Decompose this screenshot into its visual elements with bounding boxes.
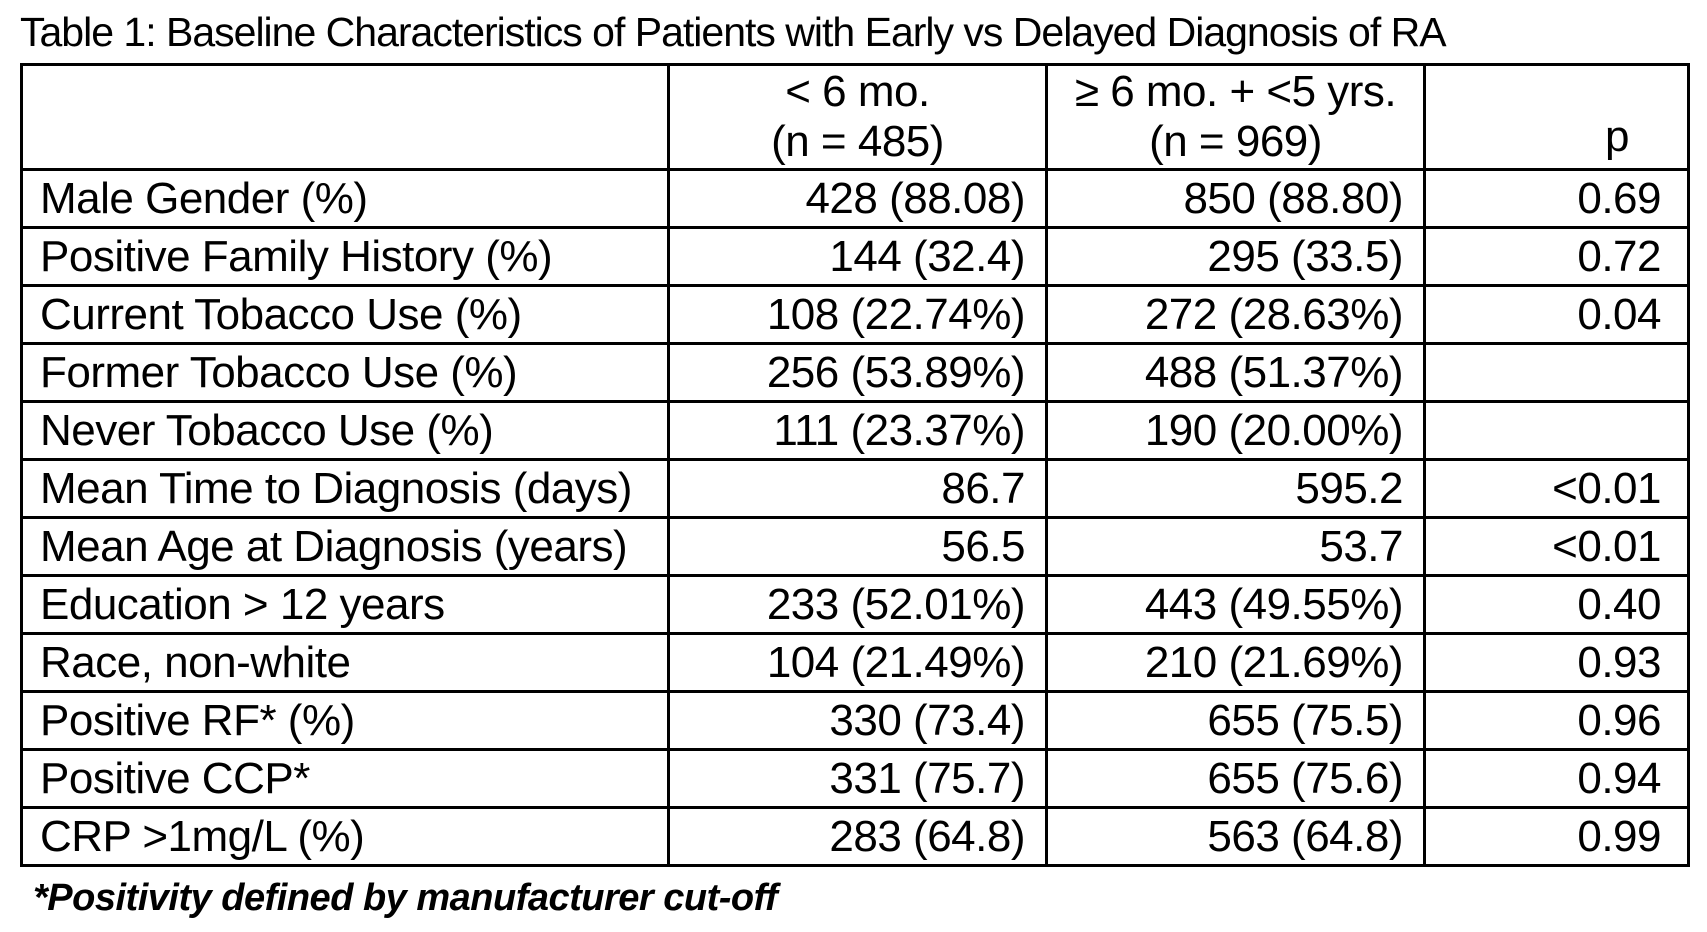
p-value-cell: 0.04: [1423, 284, 1690, 346]
delayed-value-cell: 53.7: [1045, 516, 1426, 578]
early-value-cell: 56.5: [667, 516, 1048, 578]
delayed-value-cell: 443 (49.55%): [1045, 574, 1426, 636]
delayed-value-cell: 210 (21.69%): [1045, 632, 1426, 694]
p-value-cell: 0.99: [1423, 806, 1690, 868]
delayed-value-cell: 295 (33.5): [1045, 226, 1426, 288]
table-row: Positive RF* (%) 330 (73.4) 655 (75.5) 0…: [20, 690, 1690, 752]
early-value-cell: 111 (23.37%): [667, 400, 1048, 462]
table-row: Education > 12 years 233 (52.01%) 443 (4…: [20, 574, 1690, 636]
early-value-cell: 283 (64.8): [667, 806, 1048, 868]
early-group-n: (n = 485): [771, 117, 944, 167]
table-row: Mean Age at Diagnosis (years) 56.5 53.7 …: [20, 516, 1690, 578]
row-label-cell: Positive RF* (%): [20, 690, 670, 752]
p-value-cell: 0.96: [1423, 690, 1690, 752]
table-row: Male Gender (%) 428 (88.08) 850 (88.80) …: [20, 168, 1690, 230]
row-label-cell: Education > 12 years: [20, 574, 670, 636]
delayed-value-cell: 595.2: [1045, 458, 1426, 520]
early-value-cell: 256 (53.89%): [667, 342, 1048, 404]
table-row: Former Tobacco Use (%) 256 (53.89%) 488 …: [20, 342, 1690, 404]
delayed-value-cell: 850 (88.80): [1045, 168, 1426, 230]
row-label-cell: CRP >1mg/L (%): [20, 806, 670, 868]
baseline-characteristics-table: < 6 mo. (n = 485) ≥ 6 mo. + <5 yrs. (n =…: [20, 62, 1690, 868]
delayed-group-n: (n = 969): [1149, 117, 1322, 167]
table-row: CRP >1mg/L (%) 283 (64.8) 563 (64.8) 0.9…: [20, 806, 1690, 868]
early-value-cell: 330 (73.4): [667, 690, 1048, 752]
early-value-cell: 233 (52.01%): [667, 574, 1048, 636]
p-column-label: p: [1605, 112, 1629, 162]
row-label-cell: Never Tobacco Use (%): [20, 400, 670, 462]
p-value-cell: <0.01: [1423, 458, 1690, 520]
delayed-value-cell: 563 (64.8): [1045, 806, 1426, 868]
early-value-cell: 144 (32.4): [667, 226, 1048, 288]
row-label-cell: Race, non-white: [20, 632, 670, 694]
delayed-value-cell: 272 (28.63%): [1045, 284, 1426, 346]
delayed-value-cell: 655 (75.5): [1045, 690, 1426, 752]
p-value-cell: 0.69: [1423, 168, 1690, 230]
table-header: < 6 mo. (n = 485) ≥ 6 mo. + <5 yrs. (n =…: [20, 62, 1690, 172]
row-label-cell: Mean Time to Diagnosis (days): [20, 458, 670, 520]
table-footnote: *Positivity defined by manufacturer cut-…: [33, 877, 778, 920]
table-row: Positive CCP* 331 (75.7) 655 (75.6) 0.94: [20, 748, 1690, 810]
delayed-value-cell: 190 (20.00%): [1045, 400, 1426, 462]
p-value-cell: 0.93: [1423, 632, 1690, 694]
early-value-cell: 428 (88.08): [667, 168, 1048, 230]
p-value-cell: 0.94: [1423, 748, 1690, 810]
header-row: < 6 mo. (n = 485) ≥ 6 mo. + <5 yrs. (n =…: [20, 62, 1690, 172]
early-value-cell: 108 (22.74%): [667, 284, 1048, 346]
header-empty-cell: [20, 62, 670, 172]
delayed-group-label: ≥ 6 mo. + <5 yrs.: [1074, 67, 1397, 116]
row-label-cell: Current Tobacco Use (%): [20, 284, 670, 346]
table-row: Current Tobacco Use (%) 108 (22.74%) 272…: [20, 284, 1690, 346]
p-value-cell: 0.72: [1423, 226, 1690, 288]
row-label-cell: Positive CCP*: [20, 748, 670, 810]
header-early-group-cell: < 6 mo. (n = 485): [667, 62, 1048, 172]
table-row: Race, non-white 104 (21.49%) 210 (21.69%…: [20, 632, 1690, 694]
row-label-cell: Former Tobacco Use (%): [20, 342, 670, 404]
early-value-cell: 104 (21.49%): [667, 632, 1048, 694]
table-row: Mean Time to Diagnosis (days) 86.7 595.2…: [20, 458, 1690, 520]
p-value-cell: 0.40: [1423, 574, 1690, 636]
row-label-cell: Male Gender (%): [20, 168, 670, 230]
delayed-value-cell: 655 (75.6): [1045, 748, 1426, 810]
row-label-cell: Mean Age at Diagnosis (years): [20, 516, 670, 578]
p-value-cell: [1423, 400, 1690, 462]
table-row: Positive Family History (%) 144 (32.4) 2…: [20, 226, 1690, 288]
p-value-cell: <0.01: [1423, 516, 1690, 578]
p-value-cell: [1423, 342, 1690, 404]
header-delayed-group-cell: ≥ 6 mo. + <5 yrs. (n = 969): [1045, 62, 1426, 172]
table-row: Never Tobacco Use (%) 111 (23.37%) 190 (…: [20, 400, 1690, 462]
table-title: Table 1: Baseline Characteristics of Pat…: [20, 9, 1447, 55]
row-label-cell: Positive Family History (%): [20, 226, 670, 288]
early-group-label: < 6 mo.: [785, 67, 930, 116]
early-value-cell: 86.7: [667, 458, 1048, 520]
early-value-cell: 331 (75.7): [667, 748, 1048, 810]
delayed-value-cell: 488 (51.37%): [1045, 342, 1426, 404]
header-p-cell: p: [1423, 62, 1690, 172]
table-body: Male Gender (%) 428 (88.08) 850 (88.80) …: [20, 168, 1690, 868]
